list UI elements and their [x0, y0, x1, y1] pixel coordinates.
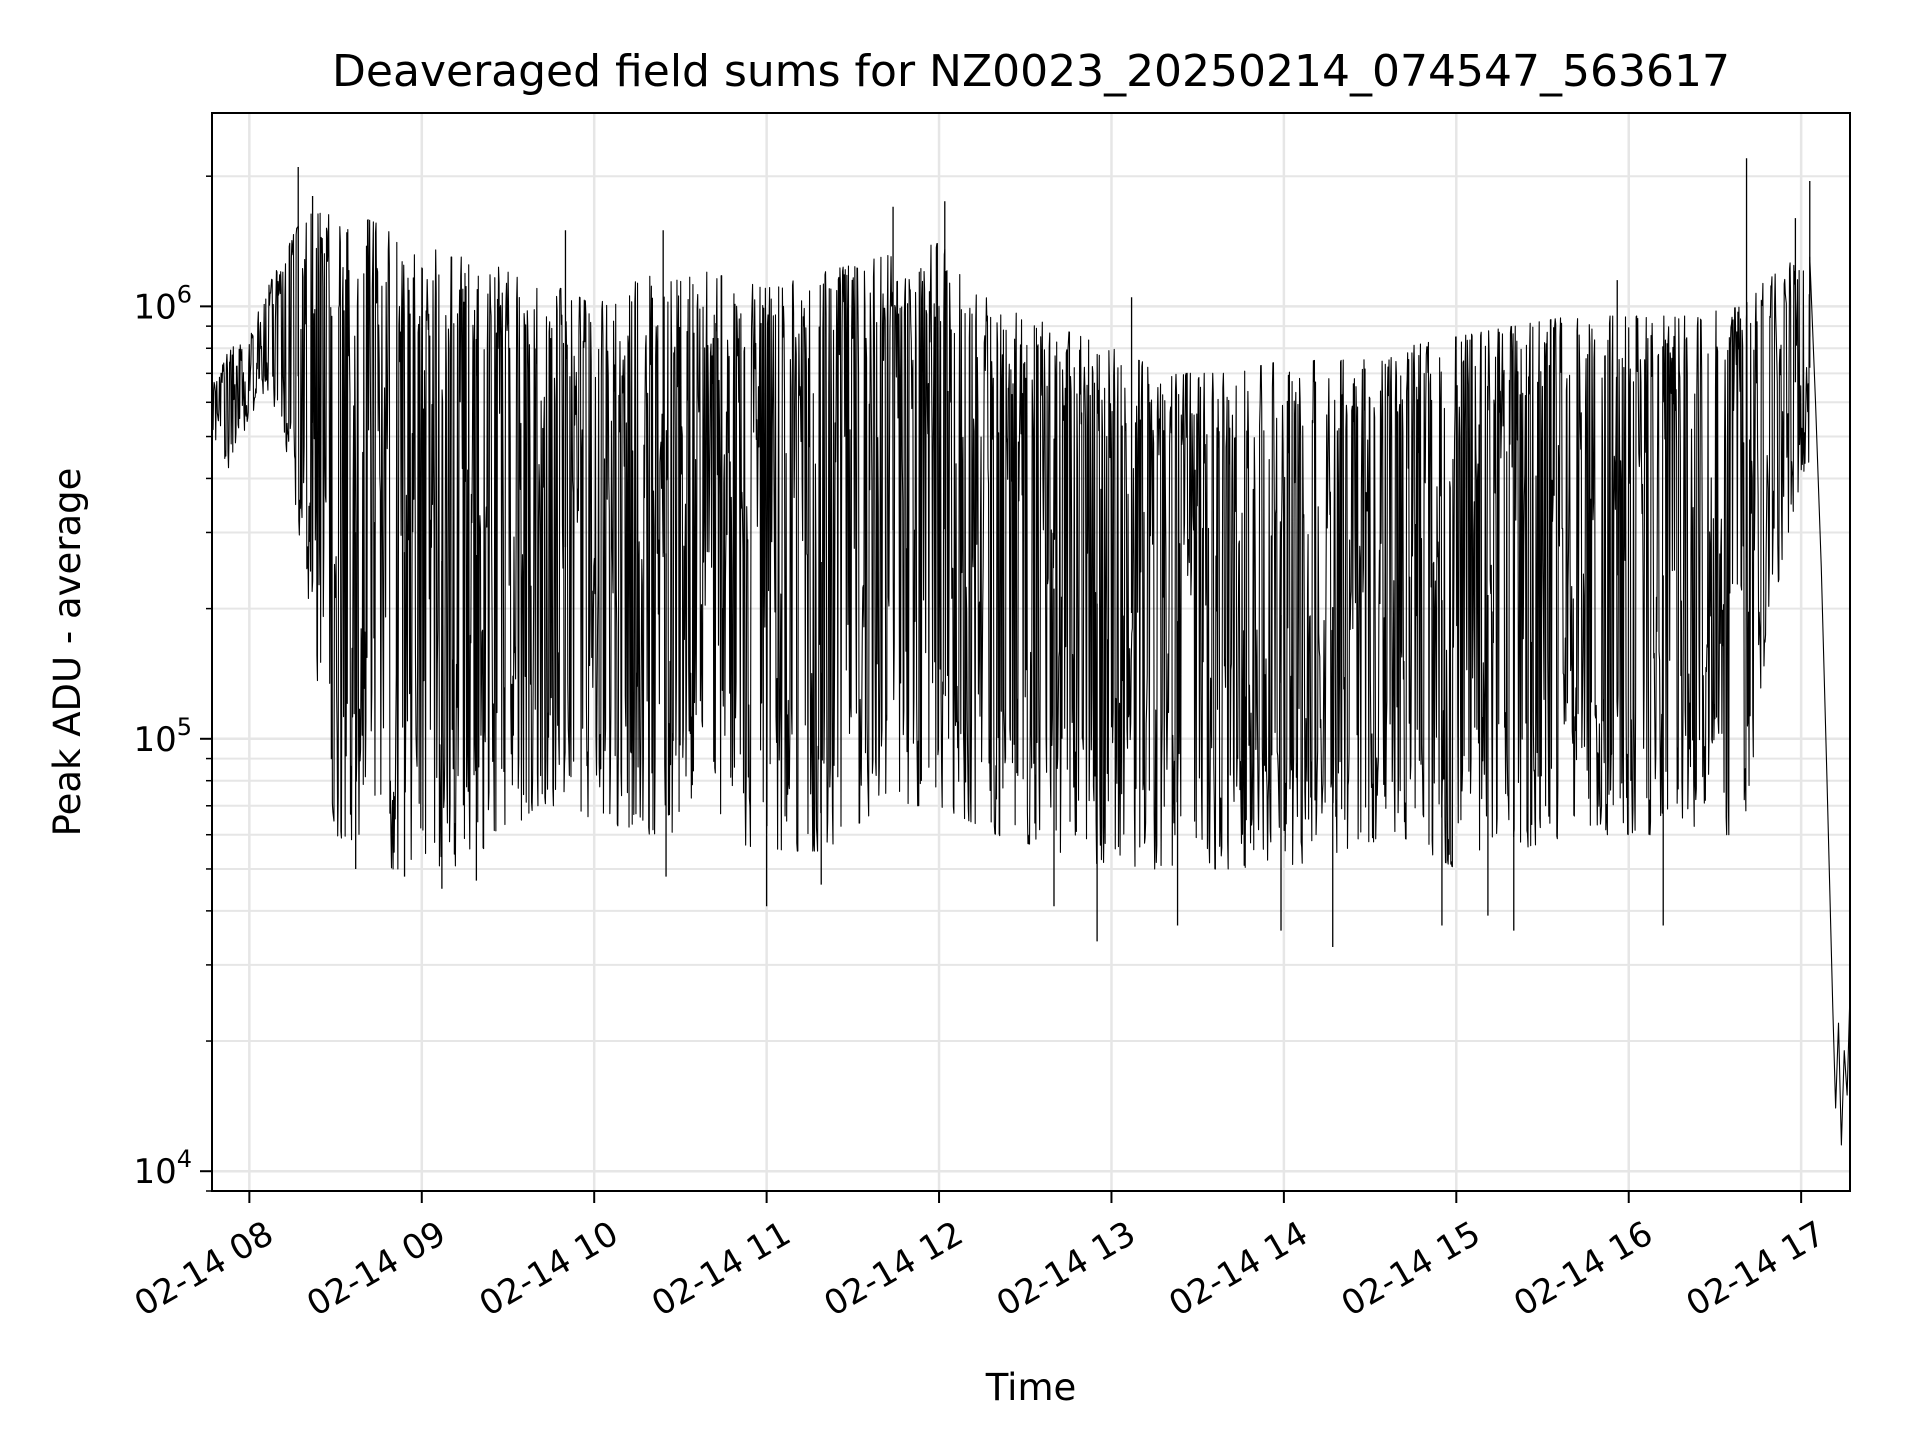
- y-tick-label: 105: [133, 713, 192, 760]
- series-line: [211, 212, 1851, 1146]
- y-axis-label: Peak ADU - average: [46, 468, 89, 837]
- y-tick-label: 106: [133, 280, 192, 327]
- y-tick-label: 104: [133, 1145, 192, 1192]
- data-series: [211, 158, 1851, 1146]
- x-axis-label: Time: [985, 1366, 1077, 1409]
- y-axis: 104 105 106: [133, 175, 212, 1192]
- plot-frame: [211, 112, 1851, 1192]
- chart-title: Deaveraged field sums for NZ0023_2025021…: [332, 46, 1730, 97]
